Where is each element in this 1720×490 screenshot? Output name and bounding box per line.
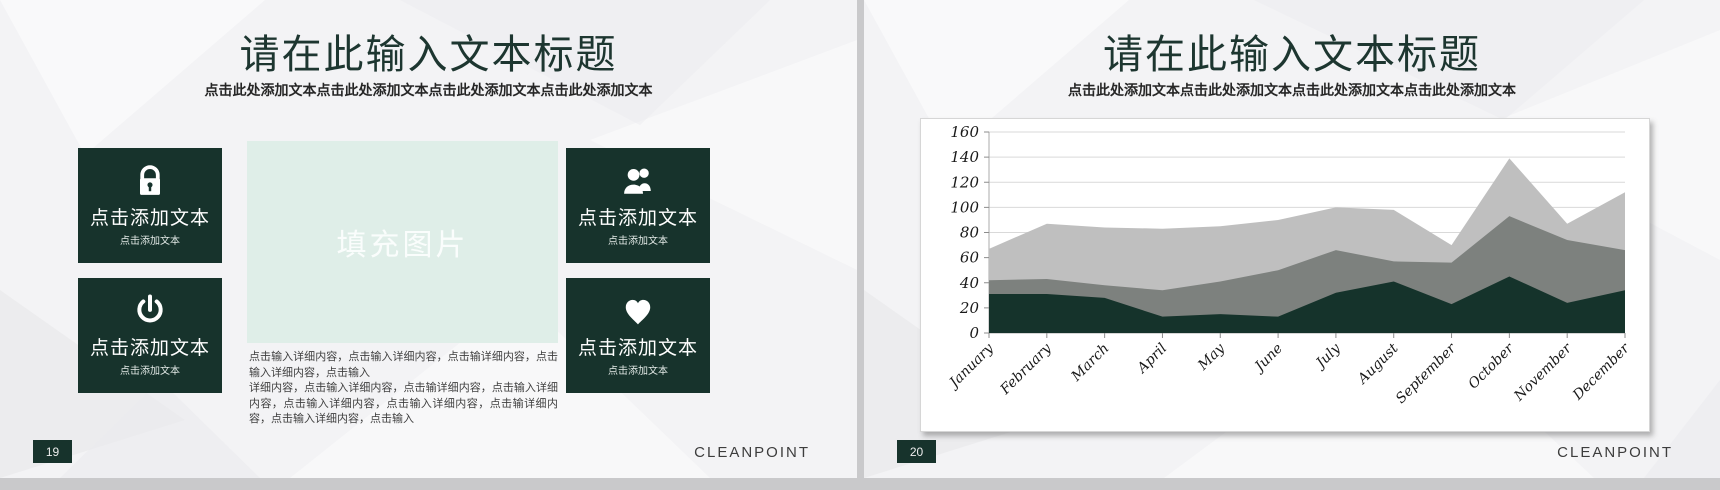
box-label: 点击添加文本 [89, 338, 210, 359]
power-icon [137, 294, 163, 323]
text-box-power[interactable]: 点击添加文本 点击添加文本 [78, 278, 222, 393]
svg-text:February: February [997, 340, 1056, 399]
box-sublabel: 点击添加文本 [608, 236, 668, 247]
lock-icon [140, 165, 160, 195]
svg-text:January: January [945, 340, 998, 393]
svg-text:September: September [1393, 340, 1460, 407]
svg-text:March: March [1068, 341, 1113, 386]
page-title[interactable]: 请在此输入文本标题 [1103, 33, 1481, 77]
area-chart-svg: 0 20 40 60 80 100 120 140 160 January February Marc… [945, 123, 1634, 407]
bottom-frame-strip [0, 478, 1720, 490]
box-sublabel: 点击添加文本 [120, 236, 180, 247]
text-box-users[interactable]: 点击添加文本 点击添加文本 [566, 148, 710, 263]
svg-text:July: July [1311, 340, 1344, 373]
svg-text:20: 20 [959, 299, 980, 317]
page-subtitle[interactable]: 点击此处添加文本点击此处添加文本点击此处添加文本点击此处添加文本 [204, 82, 653, 98]
box-label: 点击添加文本 [89, 208, 210, 229]
text-box-lock[interactable]: 点击添加文本 点击添加文本 [78, 148, 222, 263]
slide-19: 请在此输入文本标题 点击此处添加文本点击此处添加文本点击此处添加文本点击此处添加… [0, 0, 857, 478]
svg-text:100: 100 [950, 198, 979, 216]
box-sublabel: 点击添加文本 [608, 366, 668, 377]
box-label: 点击添加文本 [577, 208, 698, 229]
svg-text:May: May [1194, 340, 1228, 374]
svg-text:0: 0 [969, 324, 979, 342]
svg-text:April: April [1133, 341, 1170, 378]
page-subtitle[interactable]: 点击此处添加文本点击此处添加文本点击此处添加文本点击此处添加文本 [1068, 82, 1516, 98]
area-chart[interactable]: 0 20 40 60 80 100 120 140 160 January February Marc… [920, 118, 1650, 432]
box-label: 点击添加文本 [577, 338, 698, 359]
slide-20: 请在此输入文本标题 点击此处添加文本点击此处添加文本点击此处添加文本点击此处添加… [864, 0, 1720, 478]
box-sublabel: 点击添加文本 [120, 366, 180, 377]
svg-text:120: 120 [950, 173, 979, 191]
svg-text:June: June [1250, 341, 1286, 377]
svg-text:40: 40 [959, 274, 980, 292]
background-texture [0, 0, 857, 478]
svg-text:80: 80 [960, 224, 980, 242]
detail-paragraph: 点击输入详细内容，点击输入详细内容，点击输详细内容，点击输入详细内容，点击输入 [249, 351, 558, 379]
svg-text:December: December [1569, 340, 1633, 404]
detail-paragraph: 详细内容，点击输入详细内容，点击输详细内容，点击输入详细内容，点击输入详细内容，… [249, 382, 558, 425]
image-placeholder-label: 填充图片 [336, 229, 469, 262]
svg-text:60: 60 [960, 249, 980, 267]
svg-text:160: 160 [950, 123, 979, 141]
svg-text:140: 140 [950, 148, 979, 166]
svg-text:October: October [1465, 340, 1518, 393]
brand-logo: CLEANPOINT [1557, 444, 1673, 461]
text-box-heart[interactable]: 点击添加文本 点击添加文本 [566, 278, 710, 393]
detail-text[interactable]: 点击输入详细内容，点击输入详细内容，点击输详细内容，点击输入详细内容，点击输入 … [249, 350, 558, 428]
page-number-badge: 19 [33, 440, 72, 463]
image-placeholder[interactable]: 填充图片 [247, 141, 558, 343]
heart-icon [625, 299, 651, 325]
brand-logo: CLEANPOINT [694, 444, 810, 461]
users-icon [624, 168, 651, 194]
slide-divider [857, 0, 864, 478]
svg-text:August: August [1354, 340, 1402, 388]
page-title[interactable]: 请在此输入文本标题 [239, 33, 618, 77]
svg-text:November: November [1511, 340, 1576, 405]
page-number-badge: 20 [897, 440, 936, 463]
